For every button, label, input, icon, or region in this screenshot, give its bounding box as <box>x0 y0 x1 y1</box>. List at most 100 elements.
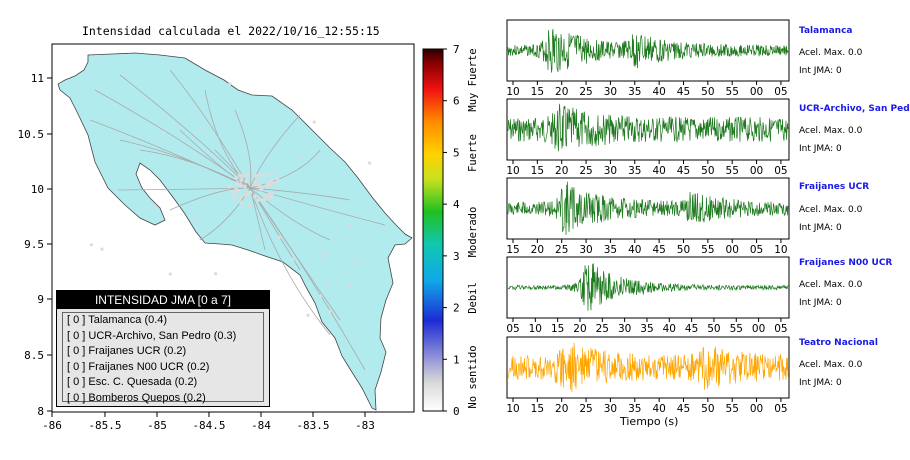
station-marker <box>254 237 258 241</box>
intensity-legend: INTENSIDAD JMA [0 a 7] [ 0 ] Talamanca (… <box>56 290 270 407</box>
station-marker <box>162 130 166 135</box>
station-marker <box>320 257 325 261</box>
legend-item: [ 0 ] Fraijanes UCR (0.2) <box>67 345 187 357</box>
station-marker <box>232 232 236 236</box>
station-jma: Int JMA: 0 <box>799 298 842 308</box>
station-marker <box>299 156 303 160</box>
waveform-tick-label: 15 <box>506 244 519 256</box>
waveform-tick-label: 05 <box>774 323 787 335</box>
road-line <box>234 109 252 189</box>
legend-item: [ 0 ] Fraijanes N00 UCR (0.2) <box>67 360 210 373</box>
station-marker <box>253 173 258 178</box>
station-jma: Int JMA: 0 <box>799 66 842 76</box>
station-marker <box>238 182 243 187</box>
waveform-tick-label: 10 <box>506 165 519 177</box>
station-marker <box>257 184 262 189</box>
station-marker <box>262 172 267 177</box>
station-marker <box>214 272 218 276</box>
colorbar-tick-label: 2 <box>453 302 460 315</box>
station-name: Fraijanes UCR <box>799 182 870 192</box>
waveform-panel: 10 15 20 25 30 35 40 45 50 55 00 05 <box>506 336 790 415</box>
station-marker <box>242 184 247 189</box>
waveform-trace <box>507 28 789 73</box>
station-marker <box>325 282 329 287</box>
waveform-panel: 15 20 25 30 35 40 45 50 55 00 05 10 <box>506 177 790 256</box>
road-line <box>169 69 251 189</box>
waveform-tick-label: 20 <box>573 323 586 335</box>
legend-item: [ 0 ] Talamanca (0.4) <box>67 314 168 326</box>
waveform-trace <box>507 103 789 152</box>
station-marker <box>238 195 243 200</box>
station-marker <box>273 181 278 186</box>
station-name: Talamanca <box>799 26 853 36</box>
map-lon-tick-label: -84.5 <box>192 419 225 432</box>
waveform-tick-label: 10 <box>506 403 519 415</box>
map-title: Intensidad calculada el 2022/10/16_12:55… <box>82 24 380 38</box>
station-marker <box>256 173 261 178</box>
road-line <box>249 187 386 226</box>
map-lon-tick-label: -84 <box>251 419 271 432</box>
waveform-tick-label: 55 <box>730 323 743 335</box>
map-lat-tick-label: 9 <box>37 293 44 306</box>
waveform-tick-label: 00 <box>726 244 739 256</box>
waveform-tick-label: 00 <box>750 403 763 415</box>
legend-item: [ 0 ] Esc. C. Quesada (0.2) <box>67 376 198 388</box>
station-marker <box>244 179 249 184</box>
waveform-tick-label: 55 <box>726 86 739 98</box>
road-line <box>89 119 251 189</box>
station-marker <box>265 181 270 186</box>
waveform-tick-label: 45 <box>677 86 690 98</box>
station-marker <box>246 203 251 208</box>
waveform-tick-label: 10 <box>774 244 787 256</box>
waveform-tick-label: 00 <box>750 165 763 177</box>
road-line <box>214 149 251 189</box>
waveform-x-axis-label: Tiempo (s) <box>620 415 679 428</box>
station-marker <box>230 189 235 194</box>
map-stations <box>89 82 372 348</box>
station-marker <box>327 309 332 314</box>
waveform-tick-label: 55 <box>726 165 739 177</box>
station-marker <box>193 217 197 221</box>
waveform-tick-label: 50 <box>701 165 714 177</box>
station-name: Fraijanes N00 UCR <box>799 258 893 268</box>
waveform-tick-label: 40 <box>663 323 676 335</box>
waveform-tick-label: 05 <box>774 403 787 415</box>
station-marker <box>263 195 268 200</box>
waveform-tick-label: 05 <box>506 323 519 335</box>
map-lon-tick-label: -85 <box>147 419 167 432</box>
legend-title: INTENSIDAD JMA [0 a 7] <box>57 291 269 309</box>
station-marker <box>154 205 158 209</box>
waveform-tick-label: 25 <box>579 165 592 177</box>
station-marker <box>312 120 316 124</box>
waveform-tick-label: 25 <box>579 403 592 415</box>
road-line <box>119 74 251 189</box>
waveform-tick-label: 55 <box>701 244 714 256</box>
station-marker <box>347 223 352 227</box>
map-lat-tick-label: 9.5 <box>24 238 44 251</box>
waveform-tick-label: 20 <box>555 165 568 177</box>
waveform-tick-label: 50 <box>707 323 720 335</box>
station-marker <box>323 251 327 255</box>
waveform-tick-label: 25 <box>579 86 592 98</box>
map-lon-tick-label: -83.5 <box>296 419 329 432</box>
map-lon-tick-label: -83 <box>355 419 375 432</box>
waveform-tick-label: 10 <box>529 323 542 335</box>
waveform-tick-label: 35 <box>628 86 641 98</box>
waveform-tick-label: 40 <box>628 244 641 256</box>
waveform-tick-label: 20 <box>555 86 568 98</box>
waveform-tick-label: 50 <box>701 403 714 415</box>
waveform-tick-label: 35 <box>640 323 653 335</box>
station-marker <box>239 178 244 183</box>
waveform-tick-label: 40 <box>652 86 665 98</box>
waveform-tick-label: 00 <box>752 323 765 335</box>
station-acel: Acel. Max. 0.0 <box>799 360 863 370</box>
station-marker <box>318 294 323 298</box>
map-axis-ticks: -86 -85.5 -85 -84.5 -84 -83.5 -83 11 10.5 10 9.5 9 8… <box>18 72 375 432</box>
map-lon-tick-label: -86 <box>42 419 62 432</box>
station-marker <box>253 182 258 187</box>
station-marker <box>252 194 257 199</box>
station-marker <box>348 283 352 288</box>
waveform-tick-label: 45 <box>677 403 690 415</box>
